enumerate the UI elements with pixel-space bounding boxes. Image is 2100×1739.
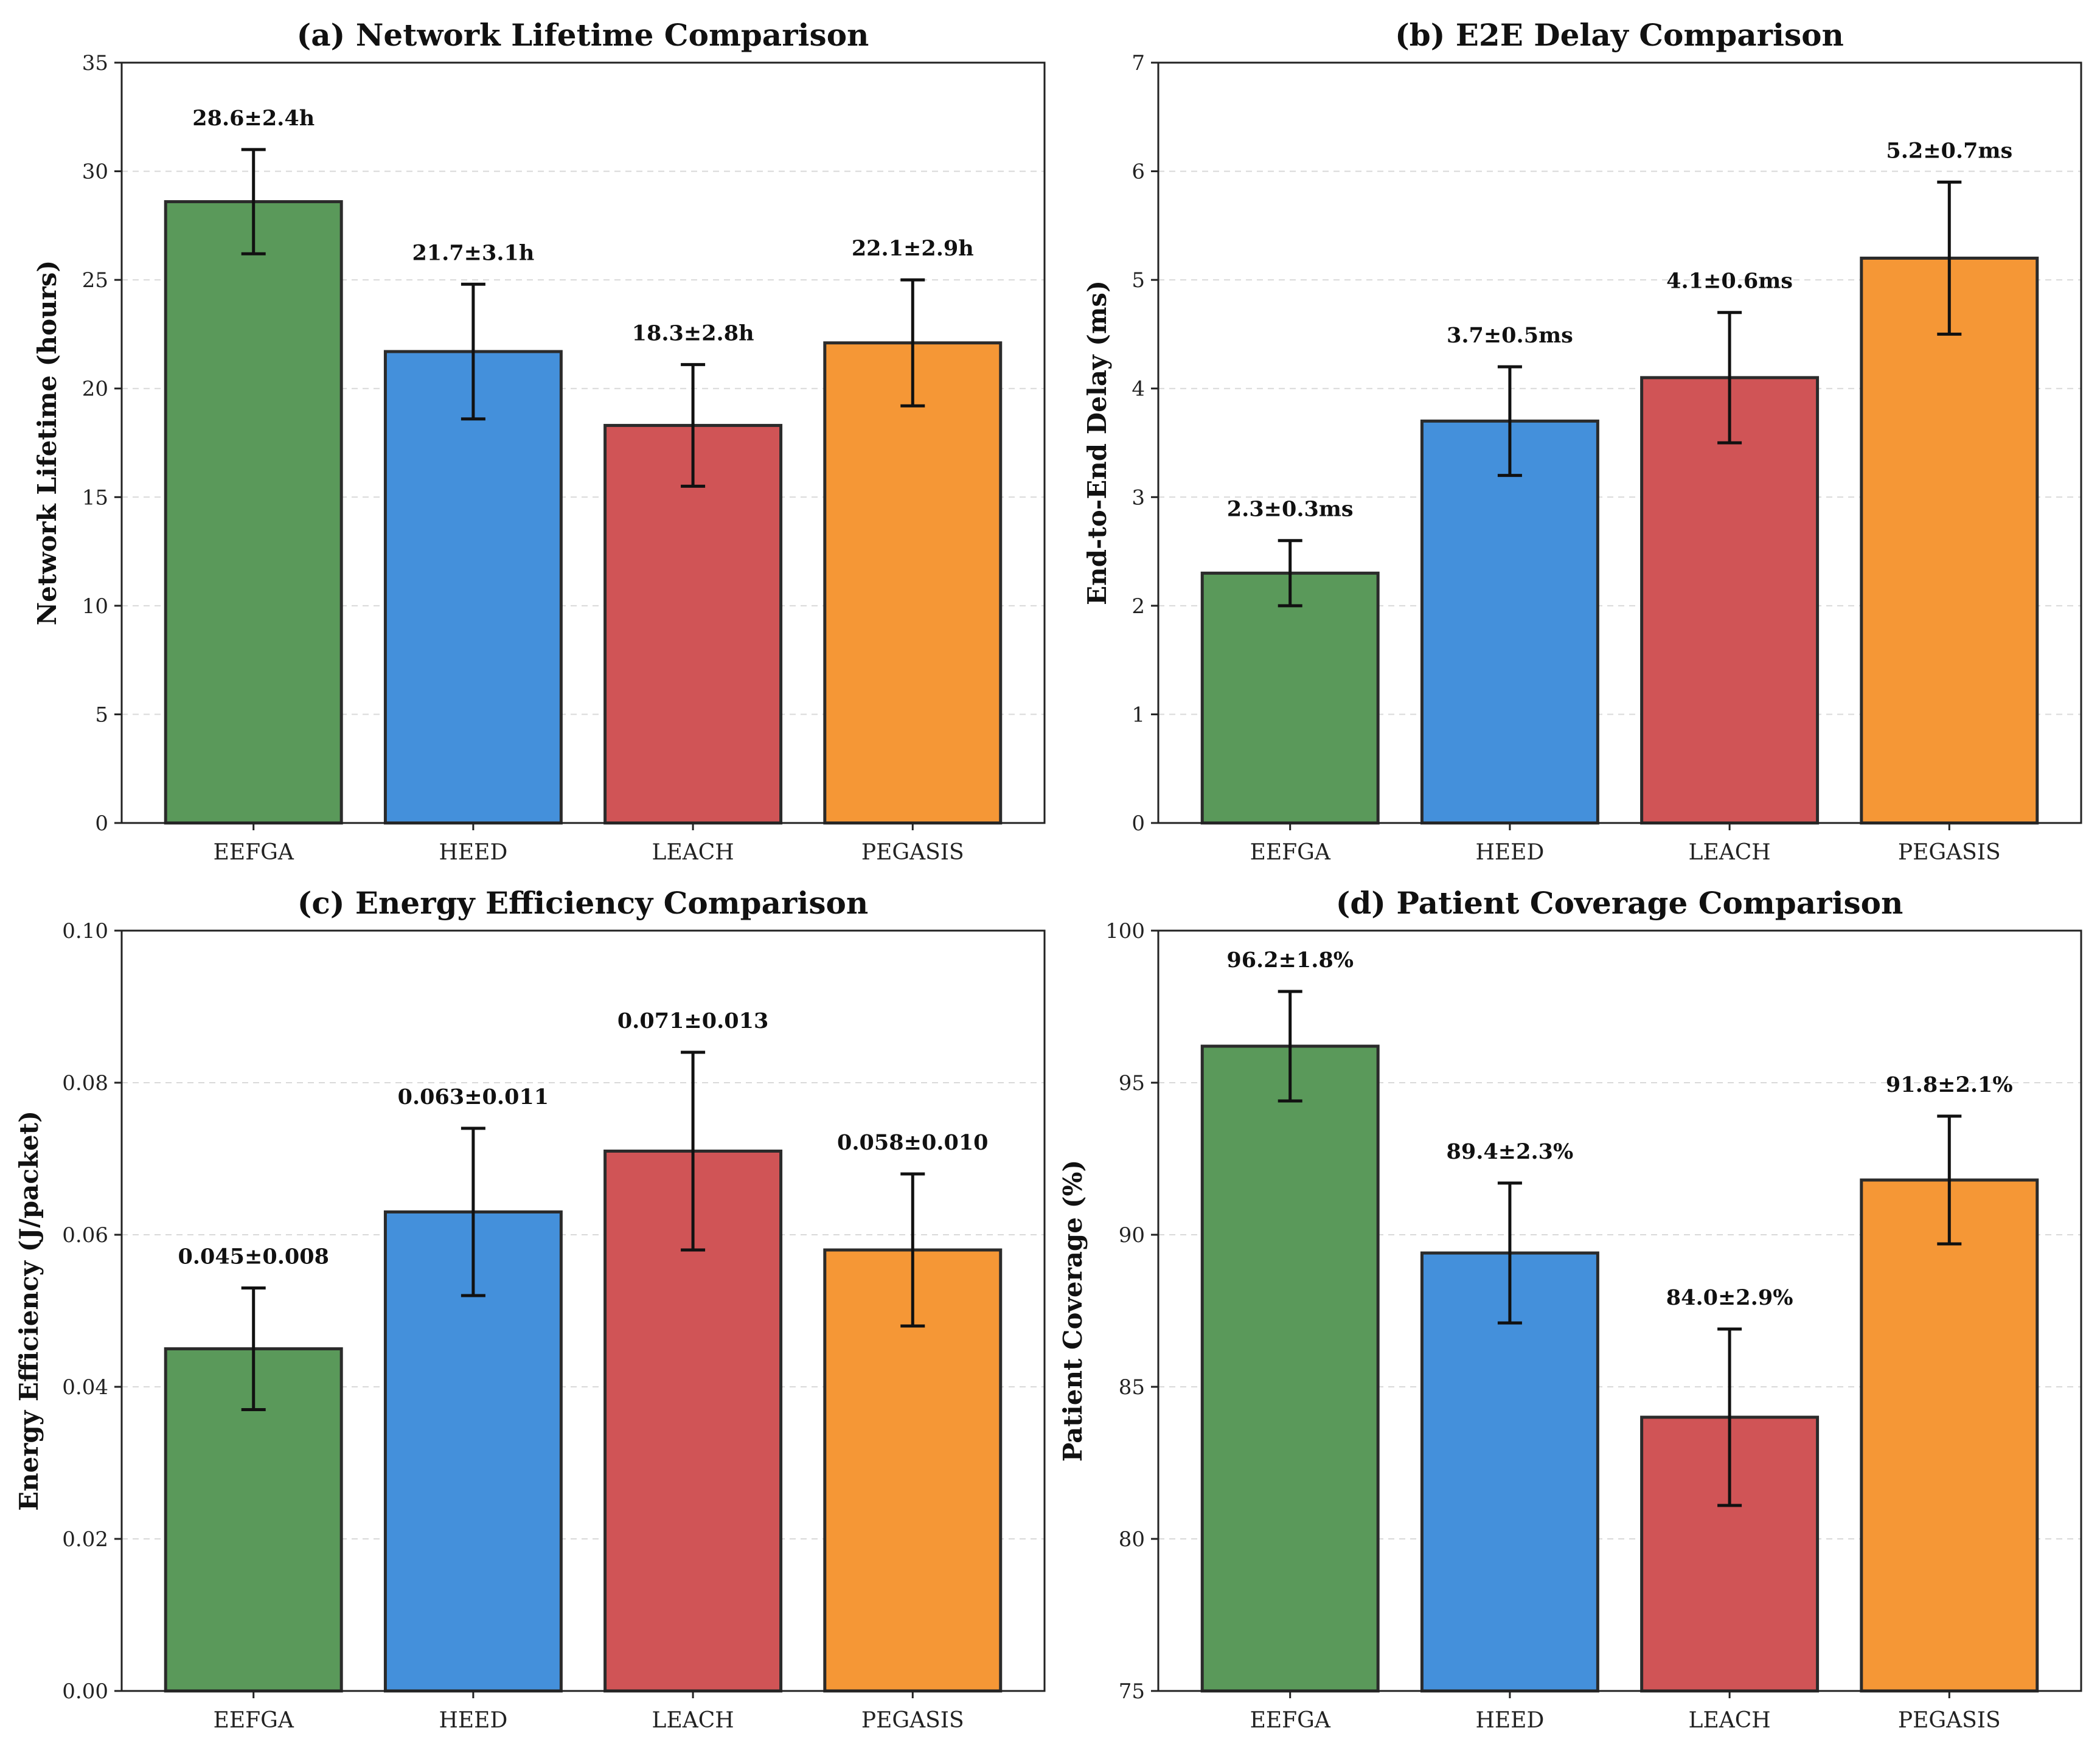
bar-pegasis [1860, 256, 2039, 825]
data-label: 91.8±2.1% [1886, 1072, 2013, 1097]
x-tick-label: LEACH [1689, 1708, 1771, 1733]
y-tick-label: 4 [1132, 377, 1145, 401]
x-tick-label: LEACH [1689, 840, 1771, 865]
bar-leach [603, 423, 783, 825]
data-label: 0.071±0.013 [617, 1008, 769, 1033]
y-tick-label: 0.00 [62, 1679, 108, 1704]
data-label: 5.2±0.7ms [1886, 138, 2012, 163]
y-tick-label: 90 [1119, 1223, 1145, 1248]
x-tick-label: HEED [439, 1708, 507, 1733]
y-axis-label: Patient Coverage (%) [1058, 1160, 1088, 1462]
bar-pegasis [823, 341, 1003, 825]
y-tick-label: 3 [1132, 485, 1145, 510]
data-label: 0.045±0.008 [178, 1244, 329, 1269]
x-tick-label: HEED [439, 840, 507, 865]
bar-leach [1640, 376, 1820, 825]
y-tick-label: 0 [1132, 811, 1145, 836]
x-tick-label: HEED [1475, 1708, 1544, 1733]
y-tick-label: 0.10 [62, 919, 108, 943]
data-label: 4.1±0.6ms [1666, 269, 1793, 294]
y-axis-label: Energy Efficiency (J/packet) [14, 1111, 44, 1511]
chart-title: (b) E2E Delay Comparison [1395, 17, 1844, 53]
data-label: 21.7±3.1h [412, 240, 534, 265]
bar-eefga [1200, 1044, 1380, 1693]
y-tick-label: 0.08 [62, 1071, 108, 1095]
x-tick-label: PEGASIS [1898, 1708, 2001, 1733]
data-label: 2.3±0.3ms [1227, 497, 1354, 522]
y-tick-label: 10 [82, 594, 108, 619]
x-tick-label: HEED [1475, 840, 1544, 865]
y-tick-label: 0 [95, 811, 108, 836]
chart-title: (d) Patient Coverage Comparison [1336, 885, 1904, 921]
y-tick-label: 6 [1132, 160, 1145, 184]
bar-pegasis [1860, 1178, 2039, 1693]
y-tick-label: 20 [82, 377, 108, 401]
x-tick-label: PEGASIS [861, 1708, 964, 1733]
bar-heed [1420, 419, 1599, 825]
y-tick-label: 0.02 [62, 1527, 108, 1552]
data-label: 3.7±0.5ms [1447, 323, 1573, 348]
y-tick-label: 25 [82, 268, 108, 293]
plot-frame [1157, 929, 2082, 1692]
y-tick-label: 2 [1132, 594, 1145, 619]
y-tick-label: 0.06 [62, 1223, 108, 1248]
y-tick-label: 15 [82, 485, 108, 510]
y-tick-label: 80 [1119, 1527, 1145, 1552]
y-tick-label: 30 [82, 160, 108, 184]
chart-panel-3: 0.045±0.008 0.063±0.011 0.071±0.013 0.058±0… [14, 885, 1046, 1733]
x-tick-label: EEFGA [1250, 1708, 1331, 1733]
data-label: 28.6±2.4h [192, 106, 315, 131]
bar-eefga [164, 200, 343, 825]
plot-frame [1157, 61, 2082, 824]
chart-title: (a) Network Lifetime Comparison [297, 17, 869, 53]
y-axis-label: End-to-End Delay (ms) [1082, 280, 1112, 605]
x-tick-label: EEFGA [214, 1708, 294, 1733]
data-label: 84.0±2.9% [1666, 1285, 1793, 1310]
x-tick-label: EEFGA [1250, 840, 1331, 865]
x-tick-label: PEGASIS [861, 840, 964, 865]
chart-panel-4: 96.2±1.8% 89.4±2.3% 84.0±2.9% 91.8±2.1% 75 80… [1058, 885, 2082, 1733]
x-tick-label: LEACH [652, 840, 734, 865]
y-tick-label: 35 [82, 51, 108, 75]
y-tick-label: 100 [1105, 919, 1145, 943]
bar-heed [383, 350, 563, 825]
y-tick-label: 0.04 [62, 1375, 108, 1400]
data-label: 22.1±2.9h [852, 236, 974, 261]
plot-frame [120, 929, 1046, 1692]
y-tick-label: 5 [1132, 268, 1145, 293]
y-tick-label: 1 [1132, 703, 1145, 727]
x-tick-label: LEACH [652, 1708, 734, 1733]
chart-panel-1: 28.6±2.4h 21.7±3.1h 18.3±2.8h 22.1±2.9h 0 5 10… [32, 17, 1046, 865]
data-label: 89.4±2.3% [1447, 1139, 1574, 1164]
y-tick-label: 5 [95, 703, 108, 727]
bar-eefga [1200, 571, 1380, 825]
chart-panel-2: 2.3±0.3ms 3.7±0.5ms 4.1±0.6ms 5.2±0.7ms 0 1 2 3… [1082, 17, 2082, 865]
chart-title: (c) Energy Efficiency Comparison [297, 885, 868, 921]
plot-frame [120, 61, 1046, 824]
data-label: 18.3±2.8h [632, 321, 754, 345]
data-label: 0.063±0.011 [398, 1085, 549, 1109]
x-tick-label: EEFGA [214, 840, 294, 865]
y-tick-label: 7 [1132, 51, 1145, 75]
y-tick-label: 85 [1119, 1375, 1145, 1400]
y-tick-label: 75 [1119, 1679, 1145, 1704]
data-label: 0.058±0.010 [837, 1130, 989, 1155]
x-tick-label: PEGASIS [1898, 840, 2001, 865]
y-tick-label: 95 [1119, 1071, 1145, 1095]
y-axis-label: Network Lifetime (hours) [32, 260, 62, 626]
data-label: 96.2±1.8% [1226, 948, 1354, 973]
